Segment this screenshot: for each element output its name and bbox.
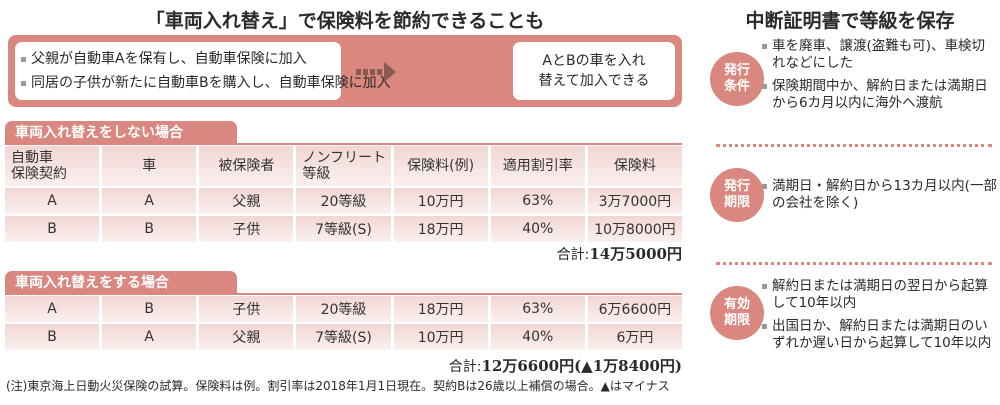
result-box: AとBの車を入れ 替えて加入できる: [513, 42, 675, 100]
list-item: 解約日または満期日の翌日から起算して10年以内: [762, 278, 997, 312]
divider: [5, 293, 682, 295]
dotted-divider: [716, 262, 992, 265]
main-title: 「車両入れ替え」で保険料を節約できることも: [145, 10, 545, 32]
cell: 6万6600円: [587, 296, 682, 322]
cell: 63%: [490, 296, 585, 322]
cell: 40%: [490, 216, 585, 242]
cell: 7等級(S): [296, 216, 391, 242]
validity-list: 解約日または満期日の翌日から起算して10年以内 出国日か、解約日または満期日のい…: [762, 278, 997, 358]
cell: 63%: [490, 188, 585, 214]
cell: 子供: [199, 296, 294, 322]
cell: A: [102, 188, 197, 214]
cell: 7等級(S): [296, 324, 391, 350]
list-item: 保険期間中か、解約日または満期日から6カ月以内に海外へ渡航: [762, 78, 997, 112]
cell: A: [5, 296, 100, 322]
cell: 父親: [199, 324, 294, 350]
badge-issue-deadline: 発行 期限: [710, 168, 764, 222]
list-item: 満期日・解約日から13カ月以内(一部の会社を除く): [762, 178, 997, 212]
badge-validity: 有効 期限: [710, 286, 764, 340]
cell: 40%: [490, 324, 585, 350]
cell: 20等級: [296, 296, 391, 322]
header-cell: 自動車 保険契約: [5, 146, 100, 186]
cell: 6万円: [587, 324, 682, 350]
cell: B: [102, 216, 197, 242]
table-row: B B 子供 7等級(S) 18万円 40% 10万8000円: [5, 216, 682, 242]
scenario-box: 父親が自動車Aを保有し、自動車保険に加入 同居の子供が新たに自動車Bを購入し、自…: [8, 35, 682, 107]
cell: 10万円: [393, 188, 488, 214]
table-header-row: 自動車 保険契約 車 被保険者 ノンフリート 等級 保険料(例) 適用割引率 保険料: [5, 146, 682, 186]
header-cell: 適用割引率: [490, 146, 585, 186]
table-row: A A 父親 20等級 10万円 63% 3万7000円: [5, 188, 682, 214]
issue-deadline-list: 満期日・解約日から13カ月以内(一部の会社を除く): [762, 178, 997, 218]
section1-tab: 車両入れ替えをしない場合: [5, 121, 237, 145]
badge-issue-condition: 発行 条件: [710, 52, 764, 106]
arrow-right-icon: [356, 62, 396, 82]
result-line: AとBの車を入れ: [542, 53, 646, 69]
scenario-item: 同居の子供が新たに自動車Bを購入し、自動車保険に加入: [15, 71, 391, 95]
header-cell: 被保険者: [199, 146, 294, 186]
scenario-list: 父親が自動車Aを保有し、自動車保険に加入 同居の子供が新たに自動車Bを購入し、自…: [15, 42, 391, 100]
total-swap: 合計:12万6600円(▲1万8400円): [448, 357, 682, 375]
cell: 10万円: [393, 324, 488, 350]
result-line: 替えて加入できる: [538, 73, 650, 89]
dotted-divider: [716, 144, 992, 147]
list-item: 出国日か、解約日または満期日のいずれか遅い日から起算して10年以内: [762, 318, 997, 352]
list-item: 車を廃車、譲渡(盗難も可)、車検切れなどにした: [762, 38, 997, 72]
header-cell: 車: [102, 146, 197, 186]
cell: A: [5, 188, 100, 214]
footnote: (注)東京海上日動火災保険の試算。保険料は例。割引率は2018年1月1日現在。契…: [6, 379, 670, 393]
divider: [5, 143, 682, 145]
cell: B: [5, 324, 100, 350]
table-no-swap: 自動車 保険契約 車 被保険者 ノンフリート 等級 保険料(例) 適用割引率 保険料…: [2, 144, 685, 244]
issue-condition-list: 車を廃車、譲渡(盗難も可)、車検切れなどにした 保険期間中か、解約日または満期日…: [762, 38, 997, 118]
header-cell: ノンフリート 等級: [296, 146, 391, 186]
scenario-item: 父親が自動車Aを保有し、自動車保険に加入: [15, 47, 341, 71]
cell: 子供: [199, 216, 294, 242]
scenario-text: 父親が自動車Aを保有し、自動車保険に加入: [31, 51, 307, 67]
cell: B: [102, 296, 197, 322]
cell: 10万8000円: [587, 216, 682, 242]
scenario-text: 同居の子供が新たに自動車Bを購入し、自動車保険に加入: [31, 75, 391, 91]
cell: 父親: [199, 188, 294, 214]
section2-tab: 車両入れ替えをする場合: [5, 271, 237, 295]
total-no-swap: 合計:14万5000円: [556, 245, 682, 263]
table-swap: A B 子供 20等級 18万円 63% 6万6600円 B A 父親 7等級(S) 10万円 40%…: [2, 294, 685, 352]
header-cell: 保険料: [587, 146, 682, 186]
table-row: B A 父親 7等級(S) 10万円 40% 6万円: [5, 324, 682, 350]
header-cell: 保険料(例): [393, 146, 488, 186]
cell: B: [5, 216, 100, 242]
table-row: A B 子供 20等級 18万円 63% 6万6600円: [5, 296, 682, 322]
cell: 3万7000円: [587, 188, 682, 214]
cell: 18万円: [393, 216, 488, 242]
right-title: 中断証明書で等級を保存: [745, 10, 955, 32]
cell: 20等級: [296, 188, 391, 214]
cell: 18万円: [393, 296, 488, 322]
cell: A: [102, 324, 197, 350]
